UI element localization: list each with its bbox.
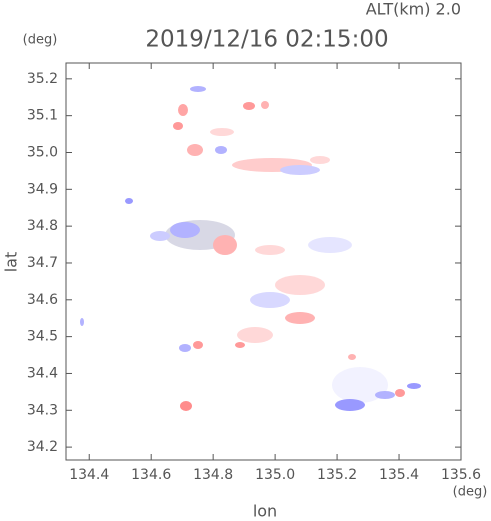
echo xyxy=(407,383,421,389)
echo xyxy=(125,198,133,204)
echo xyxy=(335,399,365,411)
y-tick-label: 34.9 xyxy=(27,181,58,197)
x-unit: (deg) xyxy=(453,485,488,500)
y-unit: (deg) xyxy=(23,33,58,48)
y-axis-label: lat xyxy=(2,252,21,273)
echo xyxy=(285,312,315,324)
echo xyxy=(193,341,203,349)
echo xyxy=(275,275,325,295)
y-tick-label: 34.7 xyxy=(27,255,58,271)
echo xyxy=(348,354,356,360)
x-tick-label: 135.4 xyxy=(379,467,419,483)
echo xyxy=(213,235,237,255)
altitude-label: ALT(km) 2.0 xyxy=(366,0,461,19)
x-tick-label: 135.2 xyxy=(317,467,357,483)
echo xyxy=(308,237,352,253)
echo xyxy=(243,102,255,110)
echo xyxy=(210,128,234,136)
echo xyxy=(190,86,206,92)
y-tick-label: 34.5 xyxy=(27,329,58,345)
y-tick-label: 34.6 xyxy=(27,292,58,308)
echo xyxy=(375,391,395,399)
echo xyxy=(80,318,84,326)
echo xyxy=(180,401,192,411)
plot-frame xyxy=(65,62,462,461)
echo xyxy=(395,389,405,397)
y-tick-label: 34.8 xyxy=(27,218,58,234)
echo xyxy=(173,122,183,130)
echo xyxy=(237,327,273,343)
y-tick-label: 34.4 xyxy=(27,365,58,381)
echo xyxy=(280,165,320,175)
x-tick-label: 135.6 xyxy=(441,467,481,483)
y-tick-label: 34.3 xyxy=(27,402,58,418)
x-axis-label: lon xyxy=(253,502,277,521)
x-tick-label: 134.4 xyxy=(69,467,109,483)
echo xyxy=(215,146,227,154)
echo xyxy=(261,101,269,109)
echo xyxy=(255,245,285,255)
y-tick-label: 34.2 xyxy=(27,439,58,455)
echo xyxy=(250,292,290,308)
echo xyxy=(187,144,203,156)
echoes xyxy=(80,86,421,411)
x-tick-label: 135.0 xyxy=(255,467,295,483)
echo xyxy=(310,156,330,164)
y-tick-label: 35.1 xyxy=(27,108,58,124)
x-tick-label: 134.6 xyxy=(131,467,171,483)
y-tick-label: 35.2 xyxy=(27,71,58,87)
echo xyxy=(235,342,245,348)
echo xyxy=(179,344,191,352)
echo xyxy=(150,231,170,241)
echo xyxy=(170,222,200,238)
echo xyxy=(178,104,188,116)
y-tick-label: 35.0 xyxy=(27,144,58,160)
x-tick-label: 134.8 xyxy=(193,467,233,483)
echo xyxy=(332,367,388,403)
chart-title: 2019/12/16 02:15:00 xyxy=(145,27,388,53)
